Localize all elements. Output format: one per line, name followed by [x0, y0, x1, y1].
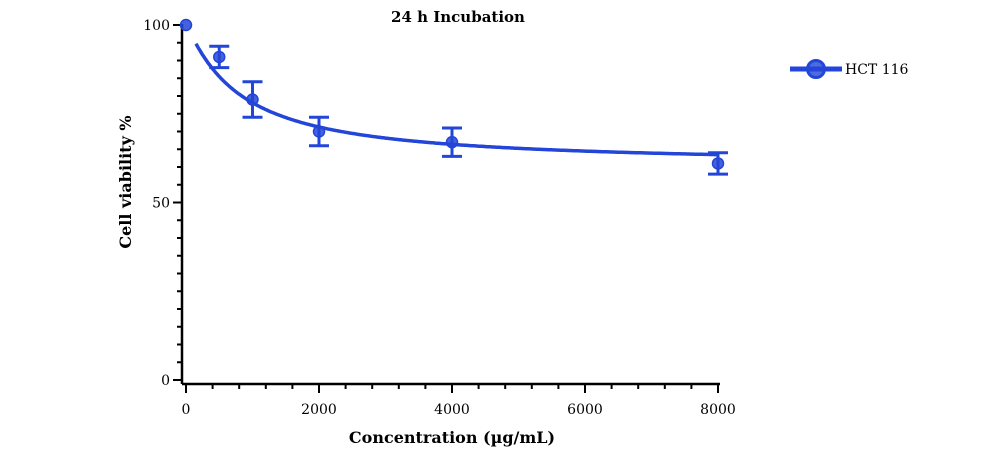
data-point [246, 93, 259, 106]
data-point [445, 135, 459, 149]
data-point [213, 50, 226, 64]
data-point [179, 18, 193, 32]
y-tick-label: 0 [161, 373, 170, 389]
x-tick-label: 4000 [434, 402, 470, 418]
y-axis-title: Cell viability % [116, 115, 135, 248]
data-point [312, 125, 326, 138]
fit-curve-layer [194, 42, 718, 157]
data-points [179, 18, 725, 170]
y-tick-label: 100 [143, 18, 170, 34]
x-tick-label: 6000 [567, 402, 603, 418]
axes: 0 50 100 0 2000 4000 6000 8000 [143, 18, 736, 418]
legend-label-hct-116: HCT 116 [845, 62, 909, 78]
fit-curve [194, 42, 718, 157]
data-point [711, 157, 725, 170]
legend: HCT 116 [790, 59, 909, 79]
y-tick-label: 50 [152, 196, 170, 212]
x-axis-title: Concentration (µg/mL) [349, 428, 555, 447]
x-tick-label: 0 [182, 402, 191, 418]
x-tick-label: 2000 [301, 402, 337, 418]
error-bars [209, 44, 728, 176]
x-tick-label: 8000 [700, 402, 736, 418]
chart-title: 24 h Incubation [391, 8, 525, 26]
legend-swatch-marker [806, 59, 826, 79]
